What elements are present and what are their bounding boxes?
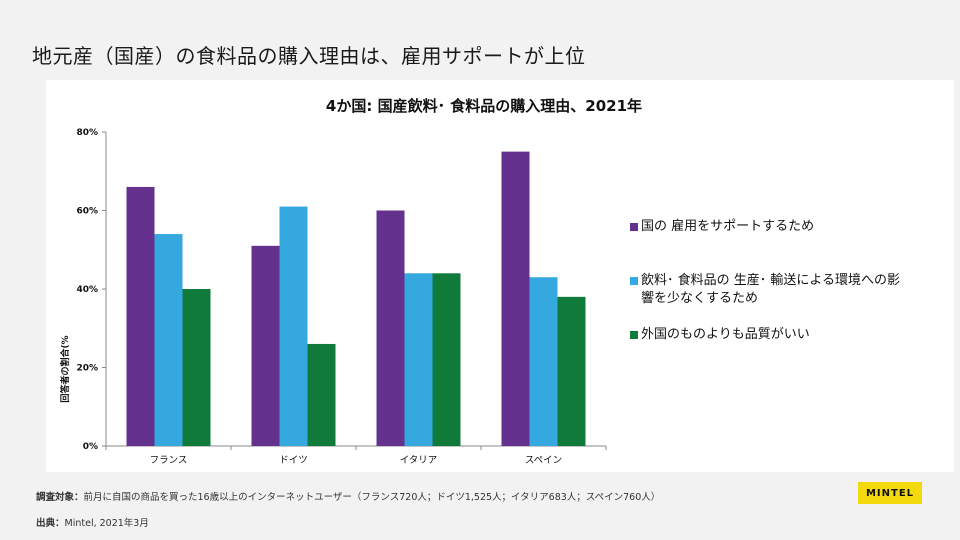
legend-label: 国の 雇用をサポートするため bbox=[641, 219, 815, 234]
legend-label: 飲料･ 食料品の 生産･ 輸送による環境への影響を少なくするため bbox=[641, 273, 901, 306]
chart-panel: 4か国: 国産飲料･ 食料品の購入理由、2021年 回答者の割合(% 0% 20%… bbox=[46, 80, 954, 472]
bar-0-2 bbox=[182, 289, 211, 446]
y-tick-label: 20% bbox=[76, 364, 98, 374]
bar-1-2 bbox=[307, 343, 336, 446]
sample-note-text: 前月に自国の商品を買った16歳以上のインターネットユーザー（フランス720人；ド… bbox=[83, 492, 661, 503]
bar-3-2 bbox=[557, 296, 586, 446]
slide-title: 地元産（国産）の食料品の購入理由は、雇用サポートが上位 bbox=[32, 44, 586, 68]
legend-label: 外国のものよりも品質がいい bbox=[641, 327, 810, 342]
legend-item: 国の 雇用をサポートするため bbox=[630, 218, 911, 236]
bar-1-0 bbox=[251, 245, 280, 446]
bar-0-0 bbox=[126, 186, 155, 446]
legend-item: 外国のものよりも品質がいい bbox=[630, 326, 911, 344]
x-tick-label: スペイン bbox=[525, 455, 562, 466]
y-tick-label: 0% bbox=[83, 442, 98, 452]
bar-3-0 bbox=[501, 151, 530, 446]
x-tick-label: イタリア bbox=[400, 455, 438, 466]
chart-title: 4か国: 国産飲料･ 食料品の購入理由、2021年 bbox=[326, 97, 642, 115]
source-note-key: 出典： bbox=[36, 518, 65, 529]
legend-item: 飲料･ 食料品の 生産･ 輸送による環境への影響を少なくするため bbox=[630, 272, 911, 308]
source-note: 出典：Mintel, 2021年3月 bbox=[36, 515, 149, 529]
y-tick-label: 80% bbox=[76, 128, 98, 138]
legend-swatch bbox=[630, 223, 638, 231]
bar-2-1 bbox=[404, 273, 433, 446]
mintel-logo: MINTEL bbox=[858, 482, 922, 504]
bar-0-1 bbox=[154, 234, 183, 446]
legend-swatch bbox=[630, 331, 638, 339]
y-tick-label: 60% bbox=[76, 207, 98, 217]
x-tick-label: フランス bbox=[150, 455, 188, 466]
bar-1-1 bbox=[279, 206, 308, 446]
legend-swatch bbox=[630, 277, 638, 285]
sample-note: 調査対象：前月に自国の商品を買った16歳以上のインターネットユーザー（フランス7… bbox=[36, 489, 660, 503]
bar-chart: 4か国: 国産飲料･ 食料品の購入理由、2021年 回答者の割合(% 0% 20%… bbox=[59, 97, 642, 466]
bar-3-1 bbox=[529, 277, 558, 446]
bar-2-0 bbox=[376, 210, 405, 446]
x-tick-label: ドイツ bbox=[279, 455, 308, 466]
source-note-text: Mintel, 2021年3月 bbox=[64, 518, 149, 529]
y-tick-label: 40% bbox=[76, 285, 98, 295]
sample-note-key: 調査対象： bbox=[36, 492, 84, 503]
bar-2-2 bbox=[432, 273, 461, 446]
y-axis-label: 回答者の割合(% bbox=[59, 335, 71, 402]
